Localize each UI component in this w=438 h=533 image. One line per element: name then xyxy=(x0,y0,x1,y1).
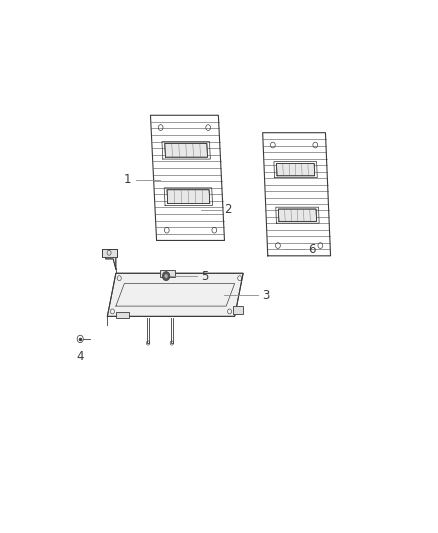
Text: 1: 1 xyxy=(124,173,131,186)
Text: 6: 6 xyxy=(307,243,315,256)
Text: 5: 5 xyxy=(201,270,208,282)
Polygon shape xyxy=(102,248,117,257)
Polygon shape xyxy=(233,306,243,314)
Circle shape xyxy=(162,272,170,281)
Circle shape xyxy=(164,274,168,278)
Polygon shape xyxy=(276,164,314,176)
Polygon shape xyxy=(167,190,210,204)
Text: 4: 4 xyxy=(76,350,84,364)
Text: 2: 2 xyxy=(224,203,232,216)
Polygon shape xyxy=(279,209,317,221)
Polygon shape xyxy=(160,270,175,277)
Polygon shape xyxy=(165,143,208,157)
Text: 3: 3 xyxy=(262,288,269,302)
Polygon shape xyxy=(107,273,243,317)
Polygon shape xyxy=(106,251,116,269)
Polygon shape xyxy=(116,312,130,318)
